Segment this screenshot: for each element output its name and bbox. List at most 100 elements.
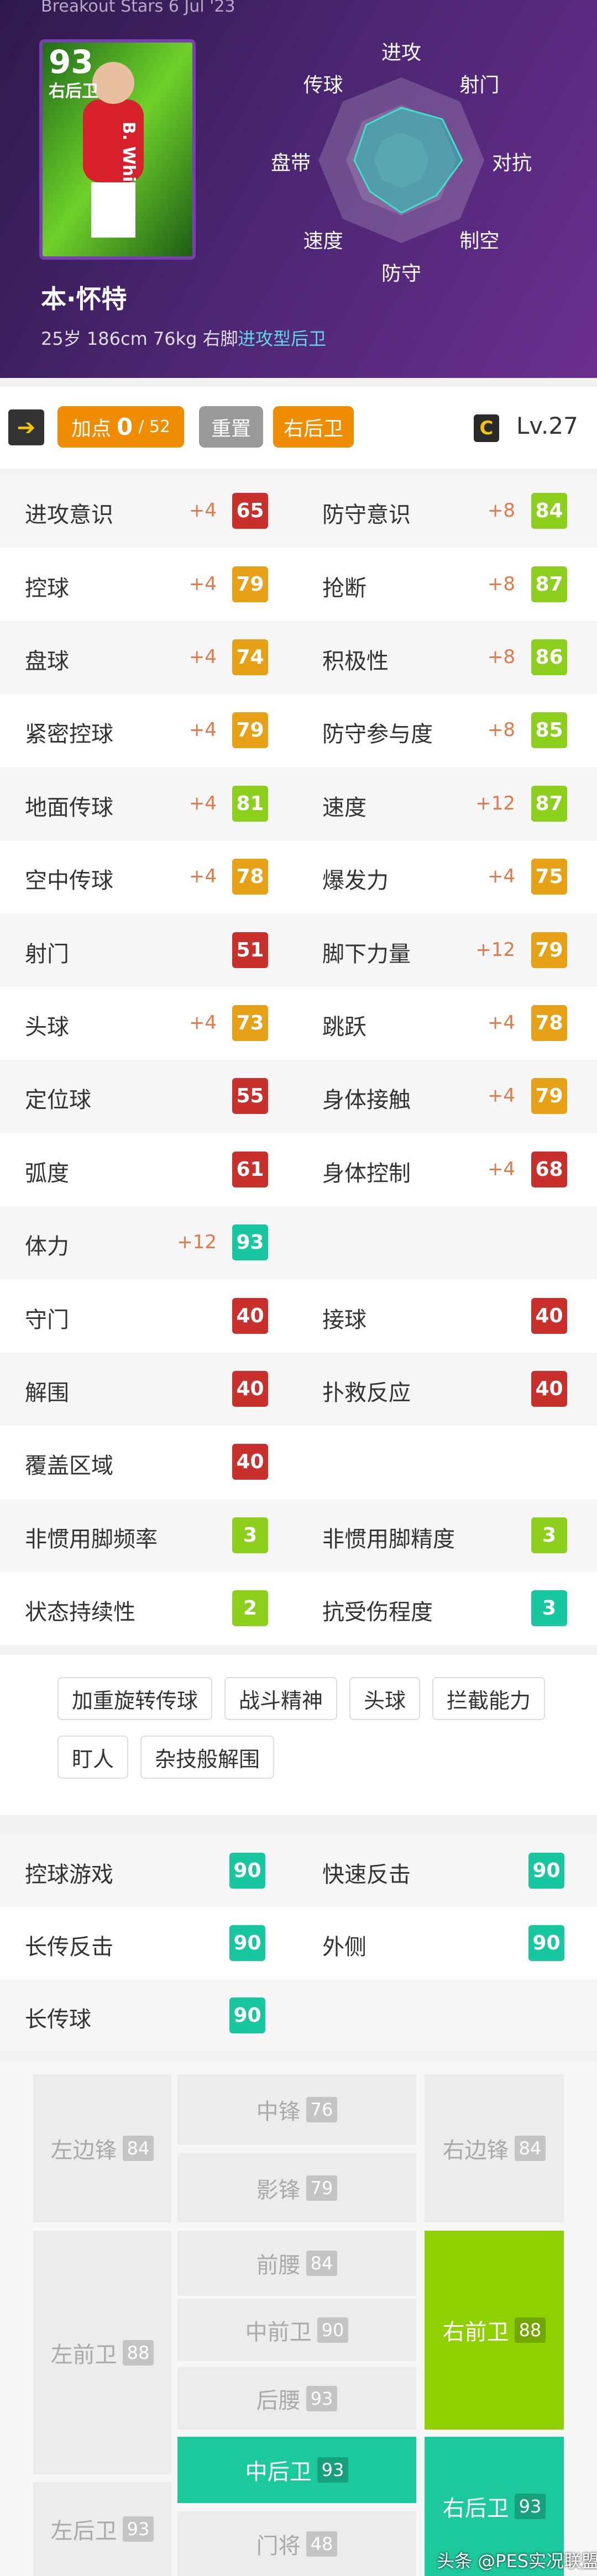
stat-name: 覆盖区域 bbox=[25, 1453, 113, 1479]
position-rating: 84 bbox=[306, 2251, 338, 2276]
position-cell: 左后卫 93 bbox=[33, 2482, 171, 2576]
stat-name: 非惯用脚频率 bbox=[25, 1526, 158, 1552]
position-rating: 84 bbox=[514, 2136, 546, 2161]
stat-value: 51 bbox=[232, 932, 268, 968]
stat-name: 控球 bbox=[25, 575, 69, 601]
stat-value: 3 bbox=[531, 1517, 567, 1553]
stat-value: 61 bbox=[232, 1151, 268, 1187]
stat-name: 长传球 bbox=[25, 2006, 91, 2032]
stat-value: 81 bbox=[232, 785, 268, 822]
position-rating: 84 bbox=[122, 2136, 154, 2161]
stat-row bbox=[0, 840, 597, 914]
position-name: 门将 bbox=[256, 2533, 301, 2559]
header-graphics bbox=[39, 39, 484, 260]
reset-button[interactable]: 重置 bbox=[199, 406, 263, 448]
skill-chip: 拦截能力 bbox=[432, 1677, 546, 1720]
position-cell: 前腰 84 bbox=[177, 2231, 416, 2296]
stat-name: 跳跃 bbox=[322, 1014, 366, 1040]
position-name: 左后卫 bbox=[50, 2519, 117, 2544]
stat-bonus: +4 bbox=[188, 792, 217, 814]
stat-name: 解围 bbox=[25, 1380, 69, 1406]
stat-value: 90 bbox=[229, 1997, 265, 2033]
position-rating: 48 bbox=[306, 2531, 338, 2557]
stat-value: 90 bbox=[229, 1852, 265, 1889]
stat-value: 90 bbox=[229, 1925, 265, 1961]
position-cell: 中前卫 90 bbox=[177, 2299, 416, 2361]
stat-value: 74 bbox=[232, 639, 268, 675]
stat-value: 3 bbox=[531, 1590, 567, 1627]
points-label: 加点 bbox=[71, 417, 111, 440]
stat-bonus: +12 bbox=[475, 792, 515, 814]
stat-value: 73 bbox=[232, 1005, 268, 1041]
stat-bonus: +4 bbox=[188, 646, 217, 668]
skill-chip: 头球 bbox=[349, 1677, 421, 1720]
rank-icon: C bbox=[474, 414, 499, 442]
stat-name: 积极性 bbox=[322, 649, 389, 674]
stat-row bbox=[0, 1206, 597, 1280]
arrow-button[interactable]: ➔ bbox=[8, 409, 44, 445]
stat-name: 头球 bbox=[25, 1014, 69, 1040]
radar-label: 速度 bbox=[303, 230, 343, 253]
skills-panel: 加重旋转传球 战斗精神 头球 拦截能力 盯人 杂技般解围 bbox=[0, 1655, 597, 1815]
skill-chip: 加重旋转传球 bbox=[57, 1677, 213, 1720]
radar-label: 防守 bbox=[381, 262, 421, 285]
position-button[interactable]: 右后卫 bbox=[273, 406, 354, 448]
stat-name: 状态持续性 bbox=[25, 1600, 135, 1626]
position-rating: 76 bbox=[306, 2097, 338, 2122]
position-name: 前腰 bbox=[256, 2253, 301, 2278]
stat-name: 速度 bbox=[322, 795, 366, 821]
event-title: Breakout Stars 6 Jul '23 bbox=[41, 0, 235, 16]
stat-row bbox=[0, 767, 597, 840]
stat-value: 79 bbox=[232, 712, 268, 749]
points-button[interactable]: 加点 0/ 52 bbox=[57, 406, 184, 448]
stat-value: 85 bbox=[531, 712, 567, 749]
stat-value: 79 bbox=[232, 566, 268, 602]
position-cell: 后腰 93 bbox=[177, 2367, 416, 2430]
position-name: 右后卫 bbox=[442, 2496, 509, 2521]
stat-name: 射门 bbox=[25, 941, 69, 967]
stat-value: 79 bbox=[531, 932, 567, 968]
stat-bonus: +4 bbox=[487, 1085, 515, 1107]
stat-row bbox=[0, 1133, 597, 1206]
stat-name: 定位球 bbox=[25, 1087, 91, 1113]
stat-value: 84 bbox=[531, 493, 567, 529]
stat-name: 抗受伤程度 bbox=[322, 1600, 433, 1626]
position-cell: 右前卫 88 bbox=[425, 2231, 564, 2430]
position-cell: 右边锋 84 bbox=[425, 2074, 564, 2222]
position-name: 右边锋 bbox=[442, 2138, 509, 2163]
stat-row bbox=[0, 548, 597, 621]
position-cell: 影锋 79 bbox=[177, 2153, 416, 2222]
stat-bonus: +8 bbox=[487, 572, 515, 595]
position-name: 后腰 bbox=[256, 2388, 301, 2414]
stat-name: 身体控制 bbox=[322, 1160, 411, 1186]
stat-row bbox=[0, 913, 597, 987]
stat-value: 78 bbox=[531, 1005, 567, 1041]
stat-value: 40 bbox=[232, 1444, 268, 1480]
stat-value: 90 bbox=[528, 1852, 564, 1889]
position-rating: 93 bbox=[122, 2516, 154, 2542]
position-rating: 90 bbox=[317, 2317, 349, 2343]
playstyle-row bbox=[0, 1907, 597, 1979]
stat-name: 抢断 bbox=[322, 575, 366, 601]
card-name: B. White bbox=[119, 122, 138, 202]
stat-bonus: +12 bbox=[475, 938, 515, 961]
position-rating: 88 bbox=[514, 2317, 546, 2343]
stat-name: 进攻意识 bbox=[25, 502, 113, 528]
position-rating: 88 bbox=[122, 2340, 154, 2365]
position-name: 中后卫 bbox=[245, 2459, 312, 2485]
stat-name: 非惯用脚精度 bbox=[322, 1526, 455, 1552]
stat-value: 3 bbox=[232, 1517, 268, 1553]
stat-value: 93 bbox=[232, 1224, 268, 1261]
radar-label: 射门 bbox=[459, 73, 500, 97]
stat-row bbox=[0, 1279, 597, 1353]
stat-row bbox=[0, 986, 597, 1060]
stat-bonus: +8 bbox=[487, 646, 515, 668]
radar-label: 传球 bbox=[303, 73, 343, 97]
player-style: 进攻型后卫 bbox=[238, 328, 327, 349]
stat-value: 2 bbox=[232, 1590, 268, 1627]
stat-name: 空中传球 bbox=[25, 868, 113, 894]
position-rating: 79 bbox=[306, 2175, 338, 2201]
stat-row bbox=[0, 1572, 597, 1646]
stat-value: 75 bbox=[531, 859, 567, 895]
radar-label: 盘带 bbox=[270, 152, 311, 175]
